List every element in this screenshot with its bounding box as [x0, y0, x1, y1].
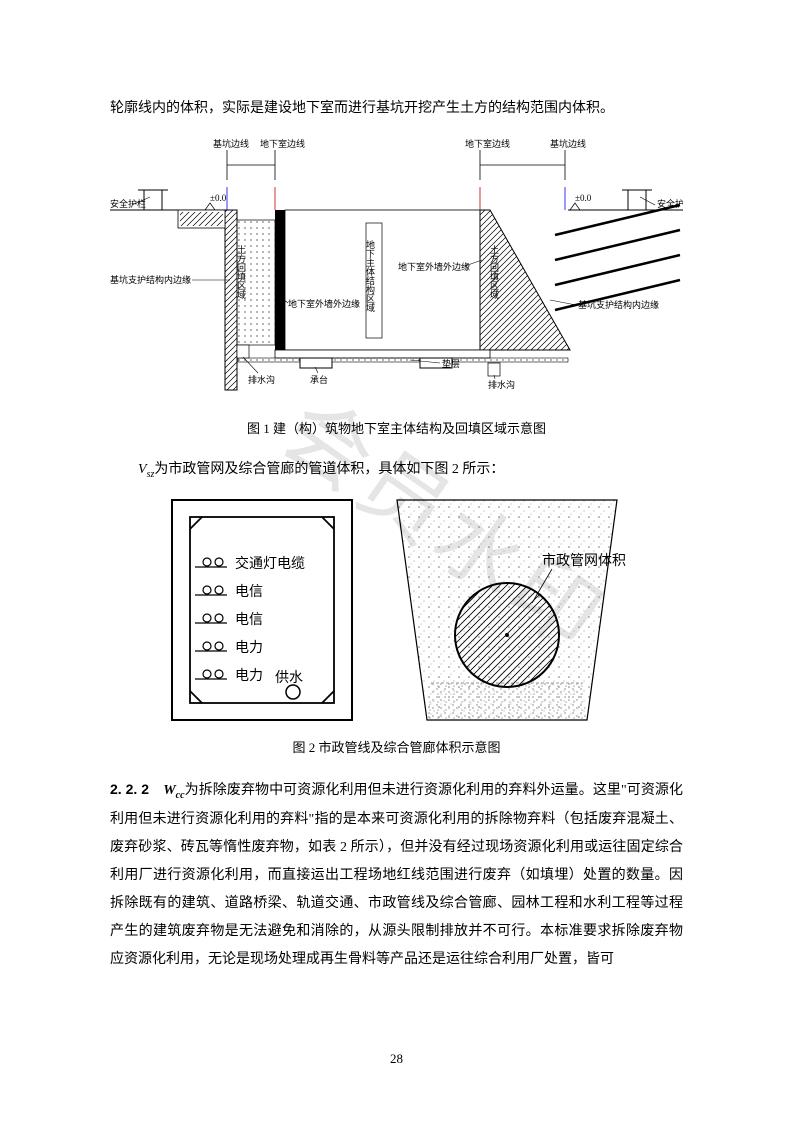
paragraph-1: 轮廓线内的体积，实际是建设地下室而进行基坑开挖产生土方的结构范围内体积。: [110, 95, 683, 123]
label-main-struct: 地下主体结构区域: [365, 239, 375, 312]
page-number: 28: [0, 1046, 793, 1072]
label-zero-r: ±0.0: [575, 193, 592, 203]
fig2-label-1: 电信: [235, 584, 263, 600]
label-drain-r: 排水沟: [488, 379, 515, 390]
label-dianc: 垫层: [442, 358, 460, 369]
safety-rail-right: [622, 190, 652, 210]
fig2-label-5: 供水: [275, 670, 303, 686]
label-outer-wall-r: 地下室外墙外边缘: [398, 261, 470, 272]
label-dixiashi-r: 地下室边线: [465, 138, 510, 149]
fig2-label-0: 交通灯电缆: [235, 555, 305, 572]
label-zero-l: ±0.0: [210, 193, 227, 203]
fig2r-label: 市政管网体积: [542, 552, 626, 569]
label-chengtai: 承台: [310, 374, 328, 385]
paragraph-3: 2. 2. 2 Wcc为拆除废弃物中可资源化利用但未进行资源化利用的弃料外运量。…: [110, 775, 683, 974]
label-support-r: 基坑支护结构内边缘: [578, 299, 659, 310]
paragraph-2: Vsz为市政管网及综合管廊的管道体积，具体如下图 2 所示：: [110, 456, 683, 485]
label-jikeng-r: 基坑边线: [550, 138, 586, 149]
label-rail-l: 安全护栏: [110, 198, 146, 209]
anchors: [555, 205, 680, 310]
label-support-l: 基坑支护结构内边缘: [110, 274, 191, 285]
fig1-caption: 图 1 建（构）筑物地下室主体结构及回填区域示意图: [110, 416, 683, 442]
label-backfill-l: 土方回填区域: [236, 244, 246, 299]
fig2-caption: 图 2 市政管线及综合管廊体积示意图: [110, 735, 683, 761]
fig2-label-3: 电力: [235, 640, 263, 656]
fig2-label-4: 电力: [235, 668, 263, 684]
label-outer-wall-l: 地下室外墙外边缘: [288, 298, 360, 309]
fig2-label-2: 电信: [235, 612, 263, 628]
label-backfill-r: 土方回填区域: [489, 244, 499, 299]
label-dixiashi-l: 地下室边线: [260, 138, 305, 149]
label-jikeng-l: 基坑边线: [213, 138, 249, 149]
figure-1: 基坑边线 地下室边线 地下室边线 基坑边线 ±0.0 ±0.0 安全护栏 安全护…: [110, 135, 683, 406]
figure-2: 交通灯电缆 电信 电信 电力 电力 供水: [110, 495, 683, 725]
label-drain-l: 排水沟: [248, 374, 275, 385]
